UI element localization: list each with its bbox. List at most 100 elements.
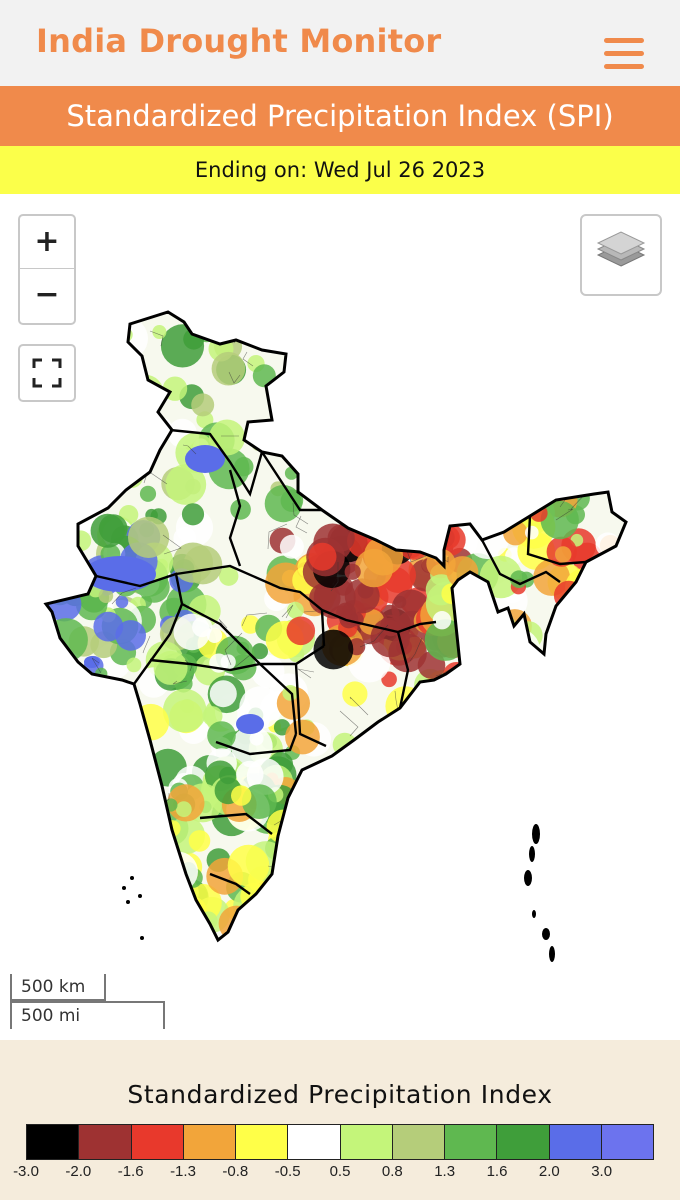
state-boundary bbox=[260, 451, 322, 512]
district-line bbox=[112, 728, 133, 757]
district-line bbox=[147, 855, 176, 886]
spi-cell bbox=[128, 516, 170, 558]
legend-swatch bbox=[79, 1125, 132, 1159]
app-title[interactable]: India Drought Monitor bbox=[36, 22, 442, 60]
spi-cell bbox=[161, 896, 184, 918]
district-line bbox=[611, 562, 626, 576]
spi-cell bbox=[219, 566, 239, 586]
district-line bbox=[501, 730, 520, 739]
spi-cell bbox=[230, 499, 251, 520]
spi-cell bbox=[132, 703, 170, 741]
spi-cell bbox=[545, 637, 569, 661]
map-view[interactable]: + − 500 km 500 mi bbox=[0, 194, 680, 1040]
district-line bbox=[204, 313, 236, 344]
district-line bbox=[427, 895, 445, 920]
state-boundary bbox=[169, 428, 264, 497]
district-line bbox=[560, 735, 568, 751]
district-line bbox=[298, 361, 319, 369]
district-line bbox=[116, 860, 133, 872]
spi-cell bbox=[227, 844, 270, 887]
district-line bbox=[184, 659, 193, 672]
spi-cell bbox=[272, 862, 305, 895]
spi-cell bbox=[234, 457, 254, 477]
zoom-in-button[interactable]: + bbox=[20, 216, 74, 269]
spi-cell bbox=[188, 830, 211, 852]
layers-icon bbox=[596, 231, 646, 267]
island bbox=[130, 876, 134, 880]
district-line bbox=[303, 609, 317, 613]
island bbox=[542, 928, 550, 940]
spi-cell bbox=[481, 476, 525, 520]
spi-cell bbox=[93, 417, 114, 437]
legend-tick-labels: -3.0 -2.0 -1.6 -1.3 -0.8 -0.5 0.5 0.8 1.3 1.6 2.0 3… bbox=[13, 1163, 654, 1185]
district-line bbox=[242, 351, 254, 367]
spi-cell bbox=[251, 643, 268, 660]
spi-cell bbox=[525, 525, 539, 540]
legend-tick-label: -1.6 bbox=[117, 1163, 144, 1180]
spi-cell bbox=[192, 617, 213, 638]
district-line bbox=[390, 519, 420, 528]
zoom-control: + − bbox=[18, 214, 76, 325]
spi-cell bbox=[127, 374, 164, 411]
legend-swatch bbox=[288, 1125, 341, 1159]
district-line bbox=[149, 330, 164, 347]
legend-tick-label: -2.0 bbox=[65, 1163, 92, 1180]
legend-swatch bbox=[601, 1125, 653, 1159]
state-boundary bbox=[149, 658, 298, 735]
district-line bbox=[297, 668, 315, 679]
spi-cell bbox=[287, 601, 304, 619]
state-boundary bbox=[199, 812, 273, 835]
spi-cell bbox=[62, 532, 78, 548]
district-line bbox=[267, 523, 288, 550]
spi-cell bbox=[468, 617, 506, 655]
district-line bbox=[409, 637, 423, 662]
district-line bbox=[333, 798, 347, 816]
spi-cell bbox=[83, 426, 117, 461]
state-boundary bbox=[95, 572, 184, 685]
district-line bbox=[342, 895, 361, 909]
spi-cell bbox=[77, 351, 113, 387]
scale-km: 500 km bbox=[10, 974, 106, 1001]
district-line bbox=[607, 410, 623, 432]
spi-cell bbox=[579, 581, 617, 618]
spi-cell bbox=[115, 595, 129, 609]
spi-cell bbox=[160, 324, 205, 368]
district-line bbox=[142, 635, 151, 654]
district-line bbox=[370, 479, 390, 482]
zoom-out-button[interactable]: − bbox=[34, 277, 60, 312]
india-spi-map[interactable] bbox=[0, 194, 680, 1040]
hamburger-menu-icon[interactable] bbox=[604, 38, 644, 72]
spi-cell bbox=[570, 598, 598, 626]
spi-cell bbox=[604, 621, 621, 638]
wet-patch bbox=[84, 556, 156, 592]
spi-cell bbox=[46, 654, 77, 687]
district-line bbox=[162, 534, 182, 555]
spi-cell bbox=[381, 728, 399, 746]
district-line bbox=[460, 747, 472, 761]
spi-cell bbox=[381, 671, 397, 688]
district-line bbox=[349, 696, 369, 716]
district-line bbox=[586, 620, 620, 642]
district-line bbox=[172, 680, 188, 685]
spi-cell bbox=[93, 611, 124, 642]
spi-cell bbox=[279, 534, 304, 559]
district-line bbox=[108, 419, 114, 437]
spi-cell bbox=[270, 886, 288, 903]
layers-button[interactable] bbox=[580, 214, 662, 296]
spi-cell bbox=[522, 496, 539, 513]
spi-cell bbox=[449, 477, 488, 516]
legend-swatch bbox=[131, 1125, 184, 1159]
state-boundary bbox=[215, 733, 298, 756]
district-line bbox=[281, 604, 294, 619]
legend-swatch bbox=[445, 1125, 498, 1159]
legend-swatch bbox=[183, 1125, 236, 1159]
district-line bbox=[347, 390, 367, 407]
fullscreen-button[interactable] bbox=[18, 344, 76, 402]
spi-cell bbox=[432, 611, 452, 630]
district-line bbox=[502, 702, 524, 713]
district-line bbox=[261, 880, 299, 896]
district-line bbox=[85, 727, 90, 755]
legend-tick-label: -0.8 bbox=[222, 1163, 249, 1180]
spi-cell bbox=[463, 601, 479, 617]
district-line bbox=[405, 547, 427, 563]
